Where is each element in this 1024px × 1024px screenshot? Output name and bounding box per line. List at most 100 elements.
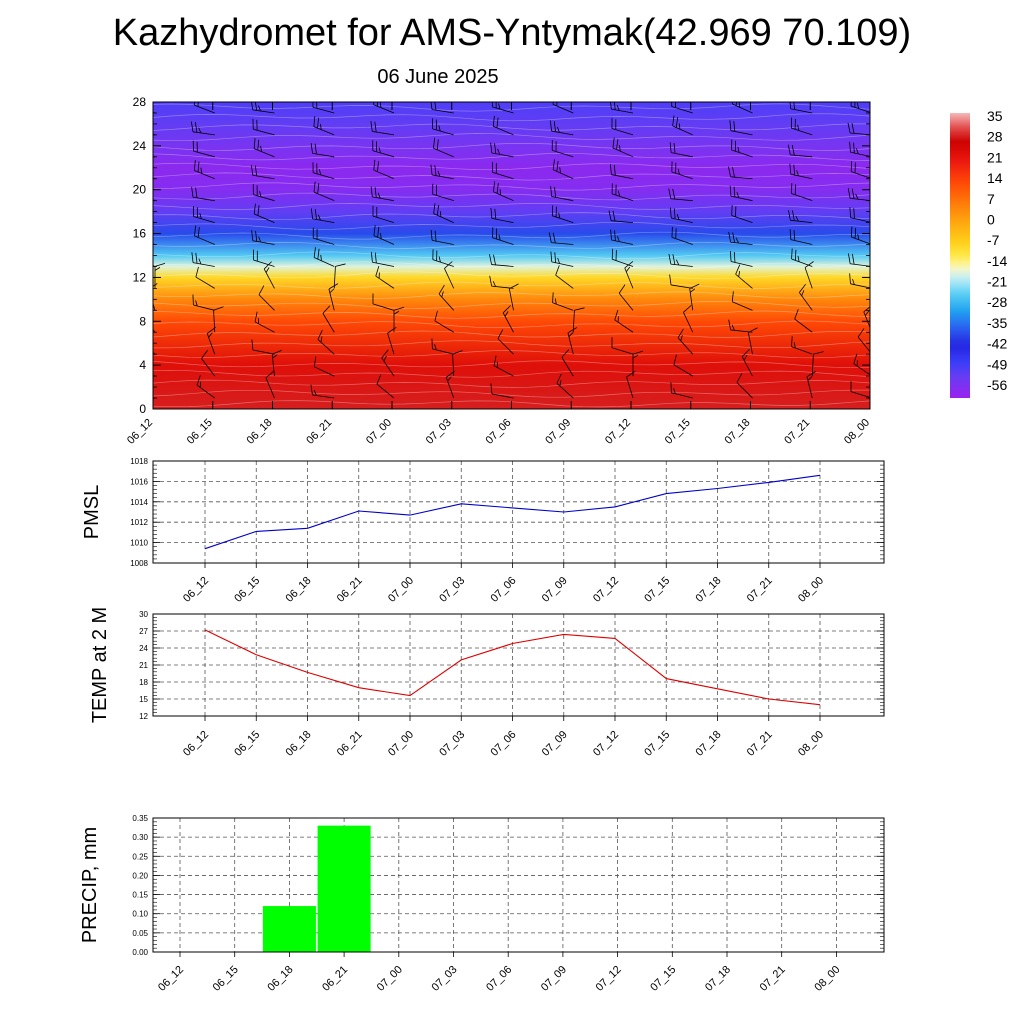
x-tick-label: 06_18: [245, 417, 275, 447]
x-tick-label: 07_09: [539, 964, 569, 994]
wind-barb-flag: [438, 125, 441, 132]
wind-barb-flag: [549, 120, 552, 132]
wind-barb-flag: [200, 167, 203, 174]
wind-barb-flag: [791, 144, 795, 156]
y-tick-label: 15: [139, 695, 148, 704]
wind-barb-flag: [381, 349, 389, 359]
wind-barb-flag: [556, 373, 562, 384]
wind-barb-flag: [383, 355, 387, 362]
x-tick-label: 07_21: [782, 417, 812, 447]
x-tick-label: 06_18: [284, 729, 314, 759]
wind-barb-flag: [377, 161, 379, 172]
colorbar-label: 21: [987, 149, 1003, 165]
isotherm: [153, 172, 870, 181]
wind-barb-flag: [492, 281, 496, 287]
wind-barb-staff: [153, 177, 156, 180]
colorbar-label: -28: [987, 294, 1007, 310]
wind-barb-flag: [493, 181, 496, 192]
isotherm: [153, 360, 870, 369]
wind-barb-flag: [272, 354, 278, 359]
isotherm: [153, 281, 870, 289]
wind-barb-flag: [374, 121, 377, 133]
wind-barb-staff: [322, 313, 335, 333]
x-tick-label: 06_12: [125, 417, 155, 447]
wind-barb-flag: [437, 170, 441, 177]
wind-barb-flag: [194, 225, 197, 236]
wind-barb-staff: [747, 332, 753, 355]
wind-barb-flag: [728, 319, 732, 331]
wind-barb-flag: [439, 211, 442, 217]
chart-title: Kazhydromet for AMS-Yntymak(42.969 70.10…: [112, 12, 912, 54]
wind-barb-flag: [557, 126, 560, 133]
wind-barb-flag: [310, 208, 313, 219]
wind-barb-flag: [847, 188, 851, 199]
wind-barb-flag: [438, 284, 445, 295]
x-tick-label: 08_00: [812, 964, 842, 994]
wind-barb-flag: [251, 102, 254, 110]
wind-barb-staff: [452, 354, 455, 377]
y-tick-label: 4: [139, 358, 146, 372]
wind-barb-flag: [613, 102, 616, 110]
x-tick-label: 07_21: [758, 964, 788, 994]
wind-barb-flag: [797, 255, 800, 262]
y-tick-label: 18: [139, 678, 148, 687]
wind-barb-staff: [213, 310, 216, 333]
wind-barb-staff: [153, 133, 156, 136]
wind-barb-flag: [313, 247, 316, 258]
wind-barb-flag: [153, 283, 158, 287]
colorbar-label: 0: [987, 211, 995, 227]
wind-barb-flag: [735, 264, 741, 275]
y-tick-label: 1018: [130, 457, 148, 466]
wind-barb-flag: [201, 349, 209, 359]
isotherm: [153, 113, 870, 122]
wind-barb-flag: [673, 387, 676, 394]
colorbar-label: -7: [987, 232, 1000, 248]
wind-barb-flag: [849, 273, 851, 284]
wind-barb-flag: [736, 373, 743, 383]
wind-barb-staff: [252, 349, 275, 355]
wind-barb-flag: [797, 124, 800, 131]
x-tick-label: 07_18: [703, 964, 733, 994]
wind-barb-flag: [556, 161, 559, 172]
wind-barb-flag: [793, 102, 795, 110]
wind-barb-flag: [733, 251, 736, 263]
wind-barb-flag: [191, 186, 194, 198]
wind-barb-flag: [625, 266, 631, 272]
wind-barb-flag: [197, 102, 199, 107]
wind-barb-staff: [811, 354, 814, 377]
wind-barb-flag: [555, 265, 560, 276]
wind-barb-flag: [796, 170, 799, 176]
wind-barb-flag: [494, 208, 497, 220]
x-tick-label: 06_15: [232, 575, 262, 605]
x-tick-label: 07_15: [642, 729, 672, 759]
wind-barb-staff: [850, 391, 870, 398]
isotherm: [153, 182, 870, 191]
x-tick-label: 06_15: [185, 417, 215, 447]
panel-frame: [152, 460, 885, 564]
x-tick-label: 06_12: [181, 575, 211, 605]
wind-barb-flag: [856, 102, 860, 109]
x-tick-label: 07_06: [484, 964, 514, 994]
wind-barb-flag: [251, 339, 254, 351]
wind-barb-flag: [735, 102, 737, 106]
x-tick-label: 06_12: [181, 729, 211, 759]
temp-panel: 12 15 18 21 24 27 30 06_12 06_15 06_18 06_21 07_00 0…: [89, 607, 885, 759]
wind-barb-flag: [614, 309, 619, 321]
x-tick-label: 07_09: [543, 417, 573, 447]
isotherm: [153, 212, 870, 221]
wind-barb-flag: [787, 144, 791, 155]
wind-barb-flag: [131, 386, 133, 396]
wind-barb-flag: [857, 328, 865, 338]
y-tick-label: 27: [139, 627, 148, 636]
wind-barb-flag: [851, 253, 855, 265]
wind-barb-flag: [135, 247, 136, 257]
wind-barb-flag: [794, 249, 797, 261]
y-tick-label: 0.00: [132, 948, 148, 957]
wind-barb-flag: [197, 227, 200, 238]
wind-barb-flag: [567, 327, 578, 334]
wind-barb-flag: [619, 145, 621, 152]
wind-barb-flag: [430, 102, 433, 110]
wind-barb-flag: [370, 121, 373, 132]
wind-barb-flag: [313, 116, 316, 127]
colorbar-label: 14: [987, 170, 1003, 186]
